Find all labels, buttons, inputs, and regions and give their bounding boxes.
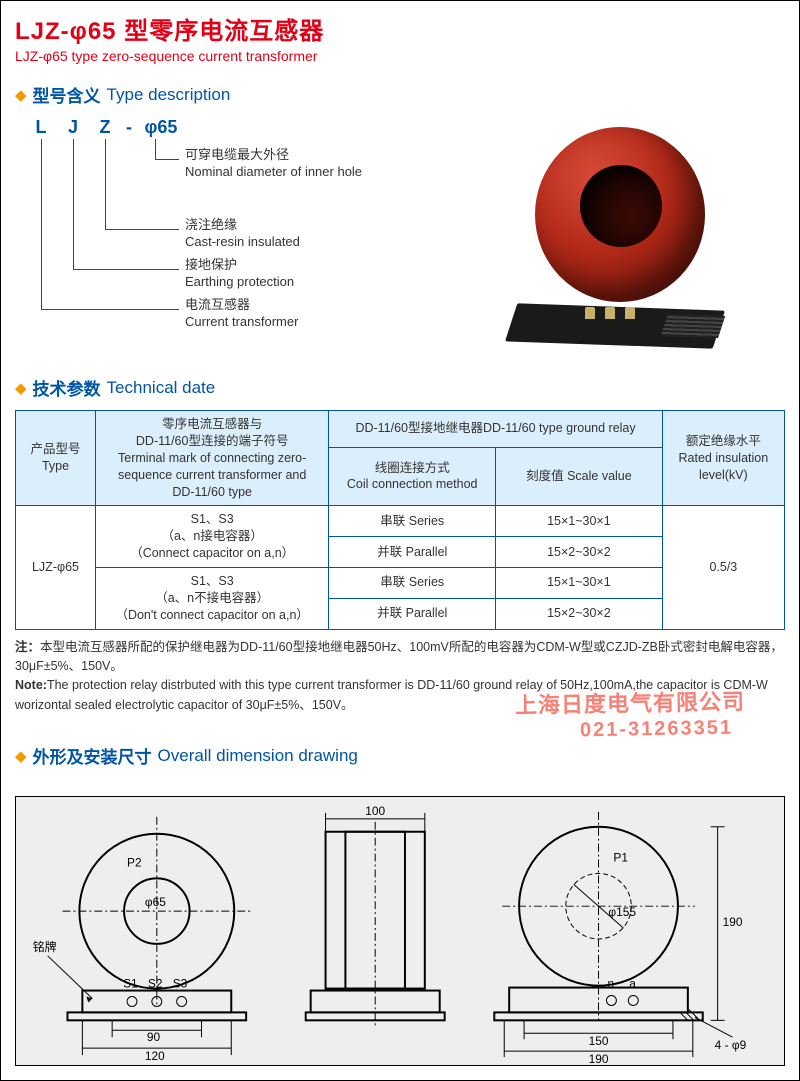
dim-left-phi: φ65 (145, 895, 166, 909)
th-insul-en: Rated insulation level(kV) (667, 450, 780, 484)
type-item1-cn: 可穿电缆最大外径 (185, 147, 362, 164)
type-item4-cn: 电流互感器 (185, 297, 298, 314)
td-parallel-en: Parallel (406, 545, 448, 559)
dim-left-S2: S2 (148, 977, 163, 991)
td-series-cn: 串联 (380, 514, 405, 528)
dim-right-phi: φ155 (608, 905, 636, 919)
code-seg-Z: Z (89, 117, 121, 138)
th-relay: DD-11/60型接地继电器DD-11/60 type ground relay (329, 411, 662, 448)
th-terminal-en: Terminal mark of connecting zero- sequen… (100, 450, 324, 501)
th-scale-en: Scale value (567, 469, 632, 483)
section-technical-data: ◆ 技术参数 Technical date (15, 375, 785, 400)
td-term1-l3: （Connect capacitor on a,n） (130, 546, 294, 560)
diamond-icon: ◆ (15, 86, 27, 104)
td-term2-l1: S1、S3 (191, 574, 234, 588)
dim-right-holes: 4 - φ9 (715, 1038, 747, 1052)
section-title-cn: 外形及安装尺寸 (33, 743, 152, 768)
dim-left-P: P2 (127, 856, 142, 870)
code-seg-dash: - (121, 117, 137, 138)
th-insul-cn: 额定绝缘水平 (667, 433, 780, 450)
type-item4-en: Current transformer (185, 314, 298, 331)
dimension-drawing: P2 φ65 S1 S2 S3 铭牌 90 120 (15, 796, 785, 1066)
dim-right-P: P1 (613, 851, 628, 865)
type-item2-en: Cast-resin insulated (185, 234, 300, 251)
product-photo (480, 117, 750, 357)
dim-left-S3: S3 (173, 977, 188, 991)
th-type-en: Type (20, 458, 91, 475)
td-series-en: Series (409, 514, 444, 528)
diamond-icon: ◆ (15, 379, 27, 397)
dim-right-n: n (607, 977, 614, 991)
dim-mid-top: 100 (365, 804, 385, 818)
section-dimensions: ◆ 外形及安装尺寸 Overall dimension drawing (15, 743, 785, 768)
td-term2-l2: （a、n不接电容器） (155, 591, 269, 605)
th-coil-cn: 线圈连接方式 (333, 460, 491, 477)
type-item3-cn: 接地保护 (185, 257, 294, 274)
td-sv2: 15×2~30×2 (496, 537, 663, 568)
page-title-en: LJZ-φ65 type zero-sequence current trans… (15, 48, 785, 64)
section-title-cn: 技术参数 (33, 375, 101, 400)
type-item2-cn: 浇注绝缘 (185, 217, 300, 234)
type-item1-en: Nominal diameter of inner hole (185, 164, 362, 181)
note-en: The protection relay distrbuted with thi… (15, 678, 768, 711)
th-coil-en: Coil connection method (333, 476, 491, 493)
dim-left-S1: S1 (123, 977, 138, 991)
th-type-cn: 产品型号 (20, 441, 91, 458)
td-term1-l1: S1、S3 (191, 512, 234, 526)
section-type-description: ◆ 型号含义 Type description (15, 82, 785, 107)
code-seg-L: L (25, 117, 57, 138)
td-sv4: 15×2~30×2 (496, 598, 663, 629)
watermark-line2: 021-31263351 (580, 713, 734, 747)
notes-block: 注：本型电流互感器所配的保护继电器为DD-11/60型接地继电器50Hz、100… (15, 638, 785, 716)
section-title-en: Type description (107, 85, 231, 105)
spec-table: 产品型号 Type 零序电流互感器与 DD-11/60型连接的端子符号 Term… (15, 410, 785, 630)
td-sv1: 15×1~30×1 (496, 506, 663, 537)
note-cn: 本型电流互感器所配的保护继电器为DD-11/60型接地继电器50Hz、100mV… (15, 640, 783, 673)
type-item3-en: Earthing protection (185, 274, 294, 291)
td-insul: 0.5/3 (662, 506, 784, 629)
dim-right-w2: 190 (589, 1052, 609, 1065)
th-scale-cn: 刻度值 (526, 469, 564, 483)
dim-right-h1: 190 (723, 915, 743, 929)
td-term2-l3: （Don't connect capacitor on a,n） (115, 608, 308, 622)
dim-right-a: a (629, 977, 636, 991)
note-cn-label: 注： (15, 640, 40, 654)
diamond-icon: ◆ (15, 747, 27, 765)
th-terminal-cn: 零序电流互感器与 DD-11/60型连接的端子符号 (100, 416, 324, 450)
dim-right-w1: 150 (589, 1034, 609, 1048)
page-title-cn: LJZ-φ65 型零序电流互感器 (15, 11, 785, 46)
td-term1-l2: （a、n接电容器） (161, 529, 262, 543)
note-en-label: Note: (15, 678, 47, 692)
section-title-cn: 型号含义 (33, 82, 101, 107)
dim-nameplate-label: 铭牌 (33, 940, 57, 954)
td-parallel-cn: 并联 (377, 545, 402, 559)
type-code-diagram: L J Z - φ65 可穿电缆最大外径 Nominal di (15, 117, 445, 347)
code-seg-J: J (57, 117, 89, 138)
td-sv3: 15×1~30×1 (496, 568, 663, 599)
section-title-en: Technical date (107, 378, 216, 398)
code-seg-phi65: φ65 (137, 117, 185, 138)
dim-left-w1: 90 (147, 1030, 161, 1044)
section-title-en: Overall dimension drawing (158, 746, 358, 766)
dim-left-w2: 120 (145, 1049, 165, 1063)
td-type: LJZ-φ65 (16, 506, 96, 629)
